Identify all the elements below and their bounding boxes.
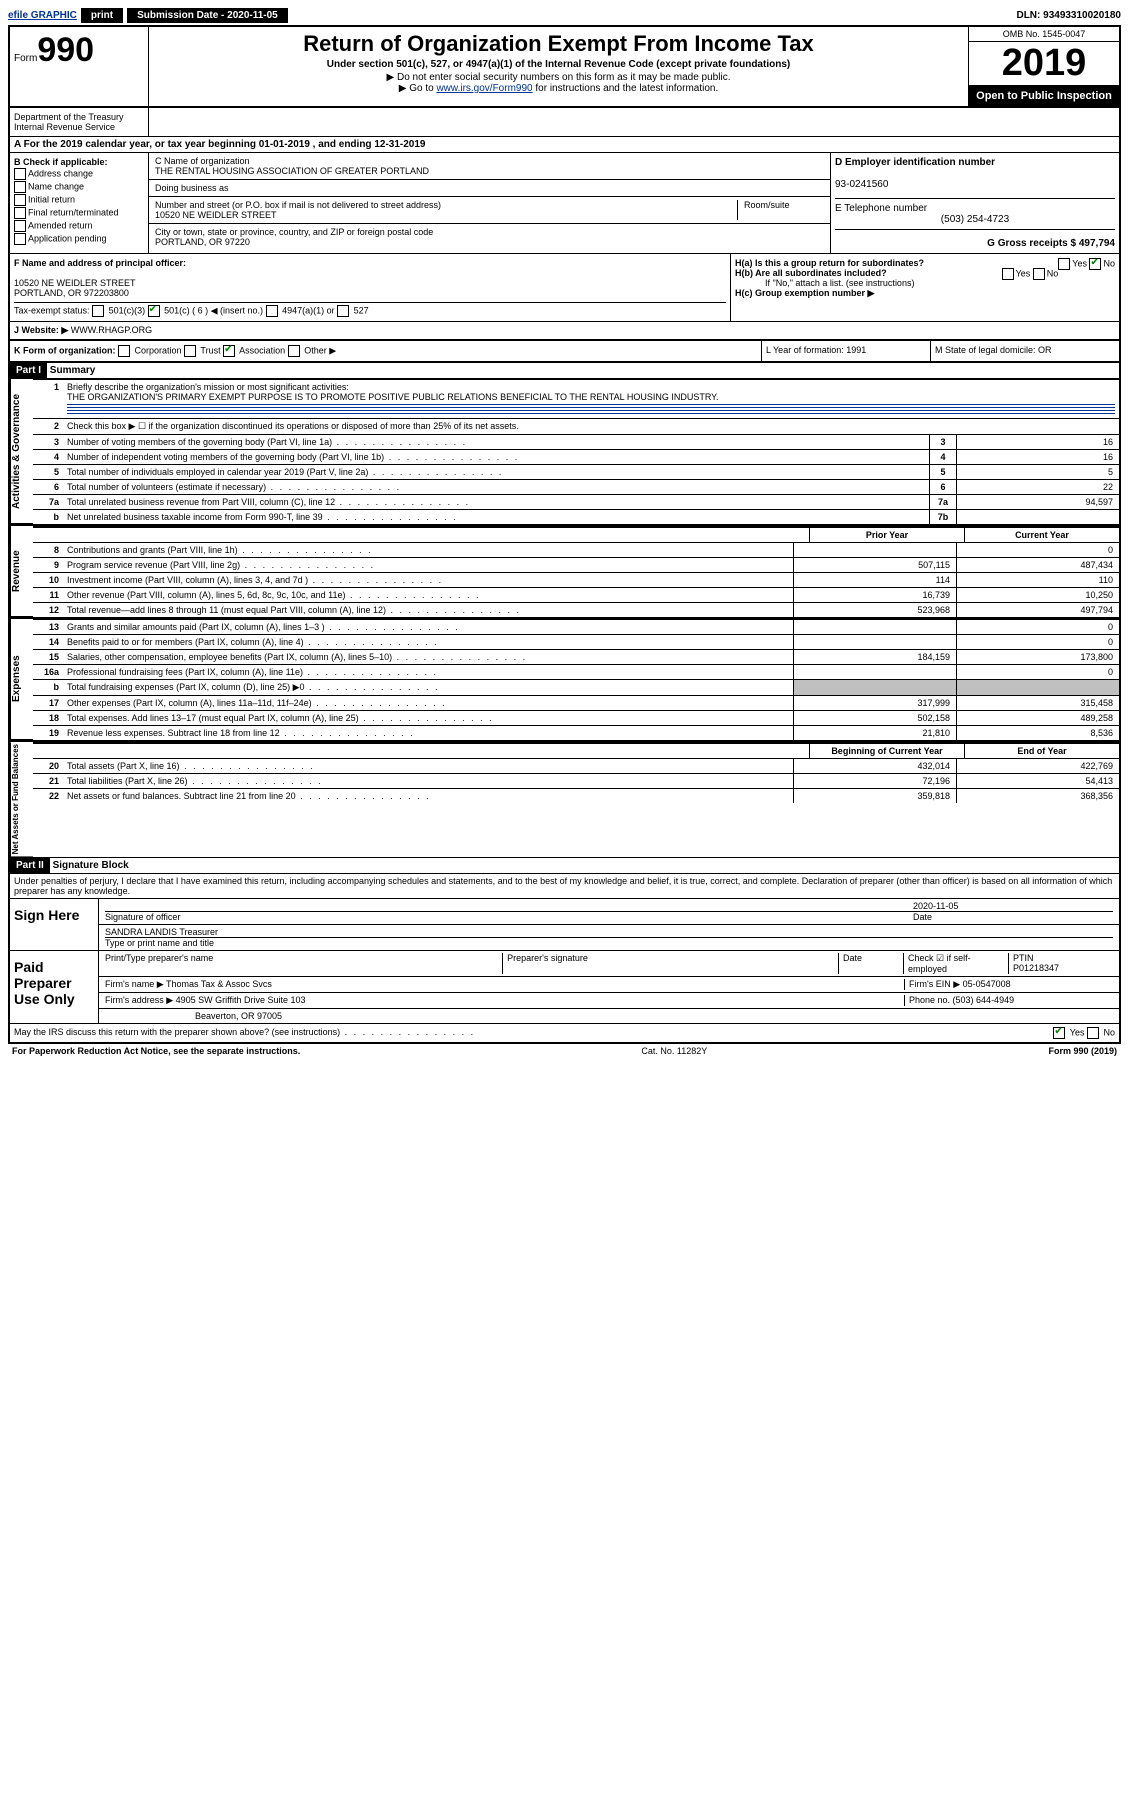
year-formation: L Year of formation: 1991	[762, 341, 931, 361]
line-13: 13Grants and similar amounts paid (Part …	[33, 619, 1119, 634]
cb-name[interactable]: Name change	[14, 181, 144, 193]
right-box: OMB No. 1545-0047 2019 Open to Public In…	[968, 27, 1119, 106]
line-8: 8Contributions and grants (Part VIII, li…	[33, 542, 1119, 557]
line-6: 6Total number of volunteers (estimate if…	[33, 479, 1119, 494]
street: 10520 NE WEIDLER STREET	[155, 210, 277, 220]
subtitle-3: ▶ Go to www.irs.gov/Form990 for instruct…	[153, 83, 964, 94]
phone: (503) 254-4723	[835, 214, 1115, 225]
subtitle-2: ▶ Do not enter social security numbers o…	[153, 72, 964, 83]
dept: Department of the Treasury Internal Reve…	[10, 108, 149, 136]
cb-initial[interactable]: Initial return	[14, 194, 144, 206]
col-b-checkboxes: B Check if applicable: Address change Na…	[10, 153, 149, 253]
state-domicile: M State of legal domicile: OR	[931, 341, 1119, 361]
part2-badge: Part II	[10, 858, 50, 873]
omb: OMB No. 1545-0047	[969, 27, 1119, 42]
line-9: 9Program service revenue (Part VIII, lin…	[33, 557, 1119, 572]
cb-final[interactable]: Final return/terminated	[14, 207, 144, 219]
part1-badge: Part I	[10, 363, 47, 378]
footer: For Paperwork Reduction Act Notice, see …	[8, 1044, 1121, 1058]
inspection-badge: Open to Public Inspection	[969, 86, 1119, 106]
line-19: 19Revenue less expenses. Subtract line 1…	[33, 725, 1119, 740]
cb-assoc[interactable]	[223, 345, 235, 357]
side-activities: Activities & Governance	[10, 379, 33, 524]
irs-no[interactable]	[1087, 1027, 1099, 1039]
line-20: 20Total assets (Part X, line 16)432,0144…	[33, 758, 1119, 773]
line-10: 10Investment income (Part VIII, column (…	[33, 572, 1119, 587]
side-expenses: Expenses	[10, 619, 33, 740]
form-id: Form990	[10, 27, 149, 106]
line-11: 11Other revenue (Part VIII, column (A), …	[33, 587, 1119, 602]
submission-date: Submission Date - 2020-11-05	[127, 8, 288, 23]
officer-addr: 10520 NE WEIDLER STREET PORTLAND, OR 972…	[14, 278, 136, 298]
paid-prep-label: Paid Preparer Use Only	[10, 951, 99, 1023]
firm-name: Firm's name ▶ Thomas Tax & Assoc Svcs	[105, 979, 904, 990]
sign-here-label: Sign Here	[10, 899, 99, 950]
cb-501c[interactable]	[148, 305, 160, 317]
ha-yes[interactable]	[1058, 258, 1070, 270]
website: WWW.RHAGP.ORG	[71, 325, 152, 336]
cb-4947[interactable]	[266, 305, 278, 317]
side-revenue: Revenue	[10, 526, 33, 617]
line-18: 18Total expenses. Add lines 13–17 (must …	[33, 710, 1119, 725]
line-22: 22Net assets or fund balances. Subtract …	[33, 788, 1119, 803]
cb-address[interactable]: Address change	[14, 168, 144, 180]
line-7a: 7aTotal unrelated business revenue from …	[33, 494, 1119, 509]
topbar: efile GRAPHIC print Submission Date - 20…	[8, 8, 1121, 23]
declaration: Under penalties of perjury, I declare th…	[10, 874, 1119, 898]
mission: THE ORGANIZATION'S PRIMARY EXEMPT PURPOS…	[67, 392, 719, 402]
line-14: 14Benefits paid to or for members (Part …	[33, 634, 1119, 649]
subtitle-1: Under section 501(c), 527, or 4947(a)(1)…	[153, 59, 964, 70]
line-17: 17Other expenses (Part IX, column (A), l…	[33, 695, 1119, 710]
line-4: 4Number of independent voting members of…	[33, 449, 1119, 464]
line-3: 3Number of voting members of the governi…	[33, 434, 1119, 449]
cb-527[interactable]	[337, 305, 349, 317]
firm-phone: Phone no. (503) 644-4949	[904, 995, 1113, 1006]
cb-501c3[interactable]	[92, 305, 104, 317]
line-12: 12Total revenue—add lines 8 through 11 (…	[33, 602, 1119, 617]
firm-addr: Firm's address ▶ 4905 SW Griffith Drive …	[105, 995, 904, 1006]
ha-no[interactable]	[1089, 258, 1101, 270]
line-16a: 16aProfessional fundraising fees (Part I…	[33, 664, 1119, 679]
col-c: C Name of organizationTHE RENTAL HOUSING…	[149, 153, 830, 253]
irs-link[interactable]: www.irs.gov/Form990	[436, 83, 532, 94]
ein: 93-0241560	[835, 179, 888, 190]
efile-link[interactable]: efile GRAPHIC	[8, 10, 77, 21]
gross-receipts: G Gross receipts $ 497,794	[987, 238, 1115, 249]
cb-corp[interactable]	[118, 345, 130, 357]
dln: DLN: 93493310020180	[1016, 10, 1121, 21]
form-title: Return of Organization Exempt From Incom…	[153, 31, 964, 57]
section-a: A For the 2019 calendar year, or tax yea…	[10, 137, 1119, 153]
cb-trust[interactable]	[184, 345, 196, 357]
print-button[interactable]: print	[81, 8, 123, 23]
side-net: Net Assets or Fund Balances	[10, 742, 33, 857]
cb-pending[interactable]: Application pending	[14, 233, 144, 245]
ptin: P01218347	[1013, 963, 1059, 973]
title-block: Return of Organization Exempt From Incom…	[149, 27, 968, 106]
tax-year: 2019	[969, 42, 1119, 86]
city: PORTLAND, OR 97220	[155, 237, 250, 247]
hb-no[interactable]	[1033, 268, 1045, 280]
hb-yes[interactable]	[1002, 268, 1014, 280]
line-b: bTotal fundraising expenses (Part IX, co…	[33, 679, 1119, 695]
irs-yes[interactable]	[1053, 1027, 1065, 1039]
signer-name: SANDRA LANDIS Treasurer	[105, 927, 218, 937]
line-21: 21Total liabilities (Part X, line 26)72,…	[33, 773, 1119, 788]
form-container: Form990 Return of Organization Exempt Fr…	[8, 25, 1121, 1044]
firm-ein: Firm's EIN ▶ 05-0547008	[904, 979, 1113, 990]
line-5: 5Total number of individuals employed in…	[33, 464, 1119, 479]
cb-other[interactable]	[288, 345, 300, 357]
line-b: bNet unrelated business taxable income f…	[33, 509, 1119, 524]
col-d: D Employer identification number93-02415…	[830, 153, 1119, 253]
line-15: 15Salaries, other compensation, employee…	[33, 649, 1119, 664]
org-name: THE RENTAL HOUSING ASSOCIATION OF GREATE…	[155, 166, 429, 176]
cb-amended[interactable]: Amended return	[14, 220, 144, 232]
firm-city: Beaverton, OR 97005	[105, 1011, 1113, 1021]
